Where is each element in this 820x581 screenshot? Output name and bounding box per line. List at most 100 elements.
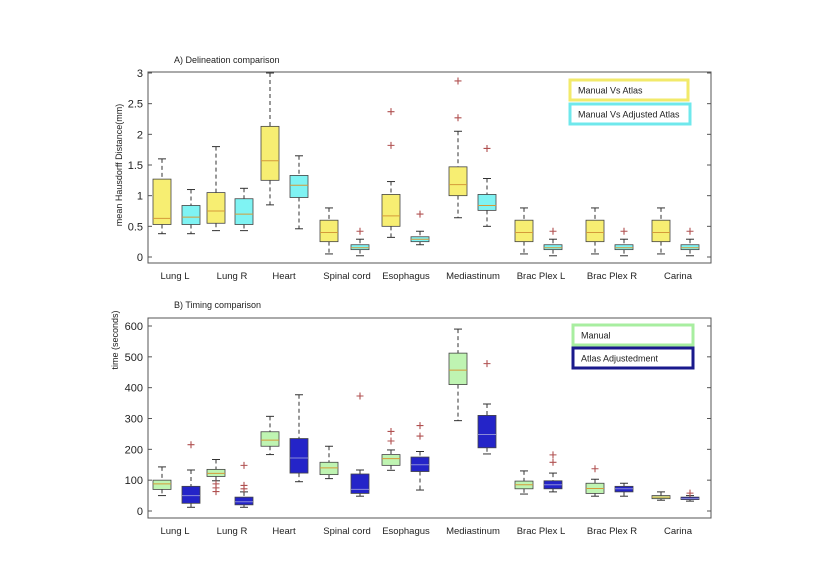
outlier-marker bbox=[686, 227, 694, 235]
outlier-marker bbox=[549, 458, 557, 466]
outlier-marker bbox=[187, 441, 195, 449]
legend-box-1 bbox=[571, 346, 695, 370]
outlier-marker bbox=[591, 465, 599, 473]
outlier-marker bbox=[387, 141, 395, 149]
box-1-5 bbox=[477, 360, 497, 455]
y-tick-label: 300 bbox=[125, 414, 143, 426]
box-0-4 bbox=[381, 108, 401, 238]
box-iqr bbox=[234, 198, 254, 225]
outlier-marker bbox=[356, 227, 364, 235]
x-tick-label: Lung R bbox=[217, 271, 248, 282]
box-0-2 bbox=[260, 72, 280, 206]
x-tick-label: Carina bbox=[664, 526, 693, 537]
y-tick-label: 0 bbox=[137, 506, 143, 518]
panel-b-title: B) Timing comparison bbox=[174, 300, 261, 310]
box-iqr bbox=[289, 438, 309, 474]
x-tick-label: Lung R bbox=[217, 526, 248, 537]
box-iqr bbox=[319, 219, 339, 243]
x-tick-label: Brac Plex L bbox=[517, 271, 566, 282]
y-tick-label: 0 bbox=[137, 252, 143, 264]
outlier-marker bbox=[686, 489, 694, 497]
x-tick-label: Lung L bbox=[160, 526, 189, 537]
y-tick-label: 600 bbox=[125, 321, 143, 333]
box-iqr bbox=[319, 461, 339, 476]
box-0-5 bbox=[448, 328, 468, 422]
box-1-3 bbox=[350, 392, 370, 497]
box-iqr bbox=[206, 192, 226, 224]
box-iqr bbox=[260, 431, 280, 447]
box-iqr bbox=[448, 166, 468, 197]
box-iqr bbox=[152, 479, 172, 490]
outlier-marker bbox=[416, 432, 424, 440]
box-0-3 bbox=[319, 445, 339, 480]
box-iqr bbox=[260, 125, 280, 181]
y-tick-label: 3 bbox=[137, 68, 143, 80]
box-1-6 bbox=[543, 451, 563, 493]
panel-b-ylabel: time (seconds) bbox=[110, 310, 120, 369]
legend-label-0: Manual bbox=[581, 331, 611, 341]
x-tick-label: Carina bbox=[664, 271, 693, 282]
box-iqr bbox=[477, 415, 497, 449]
box-iqr bbox=[680, 244, 700, 251]
y-tick-label: 2 bbox=[137, 129, 143, 141]
outlier-marker bbox=[549, 451, 557, 459]
box-0-6 bbox=[514, 207, 534, 255]
box-iqr bbox=[448, 352, 468, 385]
legend-box-0 bbox=[568, 78, 690, 102]
legend-box-0 bbox=[571, 323, 695, 347]
x-tick-label: Lung L bbox=[160, 271, 189, 282]
box-1-2 bbox=[289, 394, 309, 483]
box-0-3 bbox=[319, 207, 339, 255]
box-iqr bbox=[614, 244, 634, 251]
outlier-marker bbox=[240, 481, 248, 489]
x-tick-label: Mediastinum bbox=[446, 526, 500, 537]
y-tick-label: 0.5 bbox=[128, 221, 143, 233]
box-iqr bbox=[543, 244, 563, 251]
legend-label-0: Manual Vs Atlas bbox=[578, 86, 643, 96]
box-1-4 bbox=[410, 210, 430, 246]
box-0-7 bbox=[585, 465, 605, 497]
box-1-1 bbox=[234, 187, 254, 232]
box-0-1 bbox=[206, 146, 226, 232]
x-tick-label: Brac Plex R bbox=[587, 526, 637, 537]
x-tick-label: Mediastinum bbox=[446, 271, 500, 282]
box-1-4 bbox=[410, 422, 430, 491]
panel-a-delineation: A) Delineation comparison mean Hausdorff… bbox=[114, 55, 712, 282]
outlier-marker bbox=[240, 461, 248, 469]
legend-box-1 bbox=[568, 102, 692, 126]
box-1-8 bbox=[680, 489, 700, 502]
outlier-marker bbox=[454, 77, 462, 85]
box-0-1 bbox=[206, 459, 226, 496]
x-tick-label: Esophagus bbox=[382, 271, 430, 282]
legend-label-1: Manual Vs Adjusted Atlas bbox=[578, 110, 680, 120]
box-0-5 bbox=[448, 77, 468, 219]
y-tick-label: 200 bbox=[125, 444, 143, 456]
outlier-marker bbox=[416, 422, 424, 430]
y-tick-label: 1 bbox=[137, 191, 143, 203]
box-iqr bbox=[234, 496, 254, 506]
box-iqr bbox=[152, 178, 172, 225]
outlier-marker bbox=[620, 227, 628, 235]
box-0-0 bbox=[152, 158, 172, 235]
box-1-1 bbox=[234, 461, 254, 508]
box-iqr bbox=[477, 194, 497, 211]
box-iqr bbox=[181, 205, 201, 225]
x-tick-label: Spinal cord bbox=[323, 271, 371, 282]
y-tick-label: 400 bbox=[125, 383, 143, 395]
box-iqr bbox=[514, 219, 534, 243]
box-1-5 bbox=[477, 144, 497, 227]
box-iqr bbox=[381, 194, 401, 227]
box-0-6 bbox=[514, 470, 534, 495]
x-tick-label: Brac Plex R bbox=[587, 271, 637, 282]
y-tick-label: 1.5 bbox=[128, 160, 143, 172]
box-iqr bbox=[350, 244, 370, 251]
box-iqr bbox=[585, 219, 605, 243]
outlier-marker bbox=[483, 360, 491, 368]
box-iqr bbox=[289, 175, 309, 198]
box-0-7 bbox=[585, 207, 605, 255]
box-0-4 bbox=[381, 427, 401, 471]
box-0-8 bbox=[651, 491, 671, 501]
outlier-marker bbox=[454, 114, 462, 122]
box-1-8 bbox=[680, 227, 700, 257]
